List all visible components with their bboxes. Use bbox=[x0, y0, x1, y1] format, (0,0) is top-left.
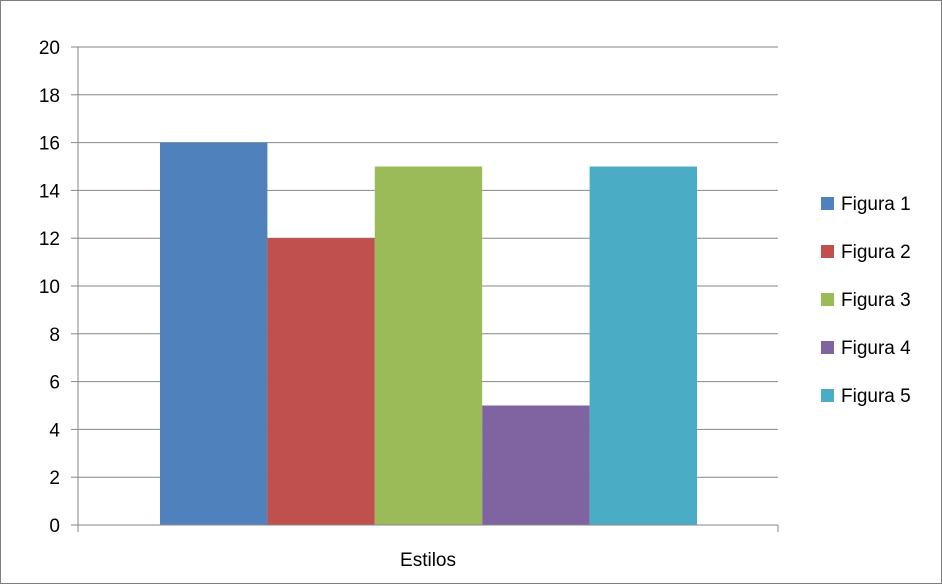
legend-swatch bbox=[821, 389, 834, 402]
legend: Figura 1 Figura 2 Figura 3 Figura 4 Figura 5 bbox=[821, 194, 911, 407]
legend-label: Figura 3 bbox=[841, 290, 911, 311]
bar-figura-1 bbox=[160, 142, 268, 525]
legend-label: Figura 2 bbox=[841, 242, 911, 263]
bar-figura-4 bbox=[482, 405, 590, 525]
legend-label: Figura 1 bbox=[841, 194, 911, 215]
legend-label: Figura 5 bbox=[841, 386, 911, 407]
axes bbox=[77, 47, 779, 532]
y-tick-label: 0 bbox=[49, 516, 60, 537]
legend-swatch bbox=[821, 197, 834, 210]
legend-swatch bbox=[821, 245, 834, 258]
y-tick-label: 2 bbox=[49, 468, 60, 489]
bars bbox=[160, 142, 697, 525]
y-axis-ticks: 0 2 4 6 8 10 12 14 16 18 20 bbox=[39, 38, 61, 537]
y-tick-label: 16 bbox=[39, 134, 60, 155]
y-tick-label: 4 bbox=[49, 420, 60, 441]
bar-figura-3 bbox=[374, 166, 483, 525]
y-tick-label: 18 bbox=[39, 86, 60, 107]
y-tick-label: 20 bbox=[39, 38, 60, 59]
y-tick-label: 8 bbox=[49, 325, 60, 346]
bar-figura-2 bbox=[267, 238, 375, 525]
y-tick-label: 14 bbox=[39, 181, 61, 202]
x-category-label: Estilos bbox=[400, 550, 456, 571]
legend-swatch bbox=[821, 341, 834, 354]
y-tick-label: 6 bbox=[49, 373, 60, 394]
x-axis-labels: Estilos bbox=[400, 550, 456, 571]
y-tick-label: 10 bbox=[39, 277, 60, 298]
bar-figura-5 bbox=[589, 166, 697, 525]
y-tick-label: 12 bbox=[39, 229, 60, 250]
legend-swatch bbox=[821, 293, 834, 306]
legend-label: Figura 4 bbox=[841, 338, 911, 359]
